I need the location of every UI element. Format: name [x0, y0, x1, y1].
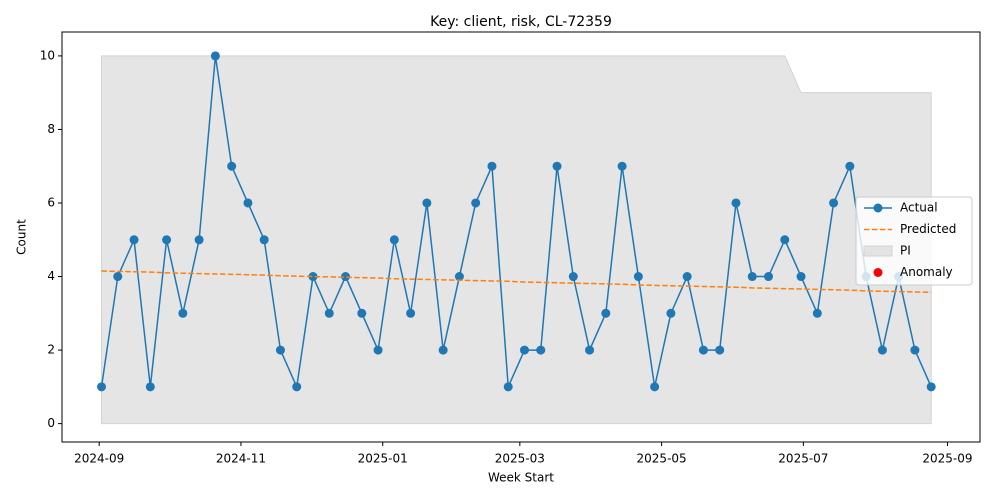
- series-line: [100, 55, 932, 390]
- legend-label: Anomaly: [900, 265, 953, 279]
- x-tick-label: 2024-11: [216, 452, 266, 466]
- data-point: [227, 161, 237, 171]
- data-point: [650, 382, 660, 392]
- data-point: [422, 198, 432, 208]
- y-tick-label: 2: [47, 343, 55, 357]
- data-point: [275, 345, 285, 355]
- data-point: [503, 382, 513, 392]
- data-point: [568, 272, 578, 282]
- legend-label: PI: [900, 244, 911, 258]
- legend-swatch: [873, 203, 883, 213]
- data-point: [552, 161, 562, 171]
- prediction-interval: [101, 55, 932, 425]
- data-point: [731, 198, 741, 208]
- data-point: [341, 272, 351, 282]
- data-point: [97, 382, 107, 392]
- legend: Actual Predicted PI Anomaly: [855, 196, 973, 286]
- data-point: [259, 235, 269, 245]
- data-point: [389, 235, 399, 245]
- legend-swatch: [863, 245, 893, 257]
- data-point: [666, 308, 676, 318]
- data-point: [926, 382, 936, 392]
- data-point: [617, 161, 627, 171]
- data-point: [845, 161, 855, 171]
- data-point: [113, 272, 123, 282]
- data-point: [243, 198, 253, 208]
- data-point: [536, 345, 546, 355]
- y-tick-label: 8: [47, 122, 55, 136]
- data-point: [357, 308, 367, 318]
- axes-frame: [61, 31, 981, 443]
- data-point: [519, 345, 529, 355]
- x-tick-label: 2025-01: [358, 452, 408, 466]
- data-point: [585, 345, 595, 355]
- plot-area: [97, 51, 936, 425]
- data-point: [633, 272, 643, 282]
- data-point: [829, 198, 839, 208]
- data-point: [129, 235, 139, 245]
- data-point: [764, 272, 774, 282]
- y-tick-label: 4: [47, 269, 55, 283]
- x-tick-label: 2025-07: [778, 452, 828, 466]
- data-point: [877, 345, 887, 355]
- x-axis-label: Week Start: [488, 471, 554, 485]
- y-tick-label: 10: [40, 48, 55, 62]
- data-point: [292, 382, 302, 392]
- data-point: [162, 235, 172, 245]
- legend-box: [855, 196, 973, 286]
- data-point: [601, 308, 611, 318]
- legend-label: Predicted: [900, 222, 956, 236]
- data-point: [438, 345, 448, 355]
- chart-title: Key: client, risk, CL-72359: [430, 14, 612, 30]
- x-tick-label: 2025-03: [495, 452, 545, 466]
- x-tick-label: 2025-05: [637, 452, 687, 466]
- data-point: [324, 308, 334, 318]
- data-point: [210, 51, 220, 61]
- x-tick-label: 2024-09: [74, 452, 124, 466]
- data-point: [178, 308, 188, 318]
- data-point: [373, 345, 383, 355]
- series-line: [101, 270, 932, 294]
- y-axis-label: Count: [15, 219, 29, 255]
- data-point: [194, 235, 204, 245]
- data-point: [454, 272, 464, 282]
- data-point: [910, 345, 920, 355]
- data-point: [406, 308, 416, 318]
- data-point: [487, 161, 497, 171]
- data-point: [145, 382, 155, 392]
- data-point: [780, 235, 790, 245]
- data-point: [747, 272, 757, 282]
- legend-swatch: [873, 268, 883, 277]
- data-point: [715, 345, 725, 355]
- data-point: [682, 272, 692, 282]
- legend-label: Actual: [900, 201, 938, 215]
- x-tick-label: 2025-09: [922, 452, 972, 466]
- y-tick-label: 0: [47, 416, 55, 430]
- data-point: [812, 308, 822, 318]
- data-point: [698, 345, 708, 355]
- data-point: [308, 272, 318, 282]
- y-tick-label: 6: [47, 195, 55, 209]
- data-point: [796, 272, 806, 282]
- data-point: [471, 198, 481, 208]
